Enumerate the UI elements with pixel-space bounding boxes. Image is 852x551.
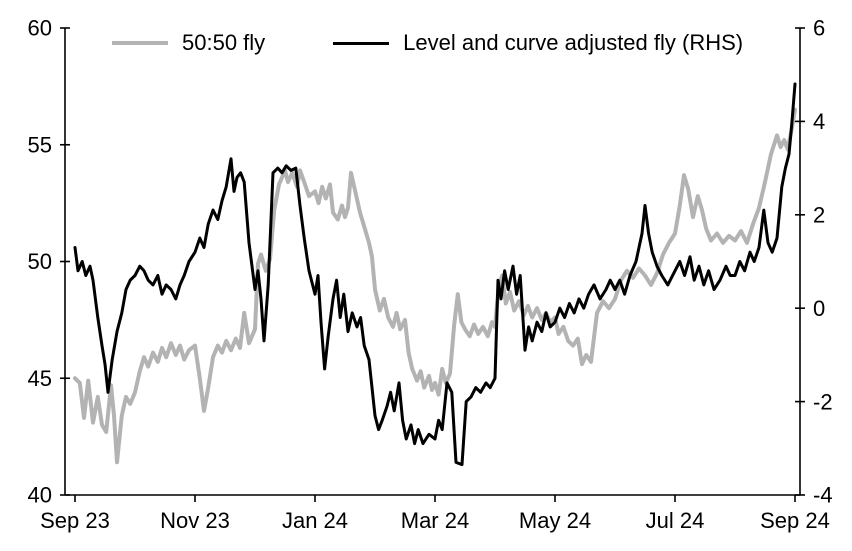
x-axis-tick-label: Mar 24 [401,508,469,533]
x-axis-tick-label: May 24 [519,508,591,533]
legend-label: 50:50 fly [182,30,266,55]
x-axis-tick-label: Jul 24 [646,508,705,533]
x-axis-tick-label: Sep 23 [40,508,110,533]
legend-item-5050-fly: 50:50 fly [112,30,265,56]
legend-item-level-curve-adjusted-fly: Level and curve adjusted fly (RHS) [333,30,743,56]
right-axis-tick-label: 0 [813,296,825,321]
left-axis-tick-label: 45 [28,366,52,391]
right-axis-tick-label: -2 [813,389,833,414]
right-axis-tick-label: 6 [813,16,825,41]
series-line-1 [73,82,797,467]
legend-swatch-0 [112,41,168,45]
x-axis-tick-label: Nov 23 [160,508,230,533]
chart-legend: 50:50 fly Level and curve adjusted fly (… [112,30,743,56]
right-axis-tick-label: -4 [813,483,833,508]
left-axis-tick-label: 50 [28,249,52,274]
legend-label: Level and curve adjusted fly (RHS) [403,30,744,55]
left-axis-tick-label: 40 [28,483,52,508]
x-axis-tick-label: Jan 24 [282,508,348,533]
x-axis-tick-label: Sep 24 [760,508,830,533]
right-axis-tick-label: 4 [813,109,825,134]
series-line-0 [73,107,797,465]
legend-swatch-1 [333,41,390,45]
left-axis-tick-label: 55 [28,132,52,157]
right-axis-tick-label: 2 [813,203,825,228]
left-axis-tick-label: 60 [28,16,52,41]
